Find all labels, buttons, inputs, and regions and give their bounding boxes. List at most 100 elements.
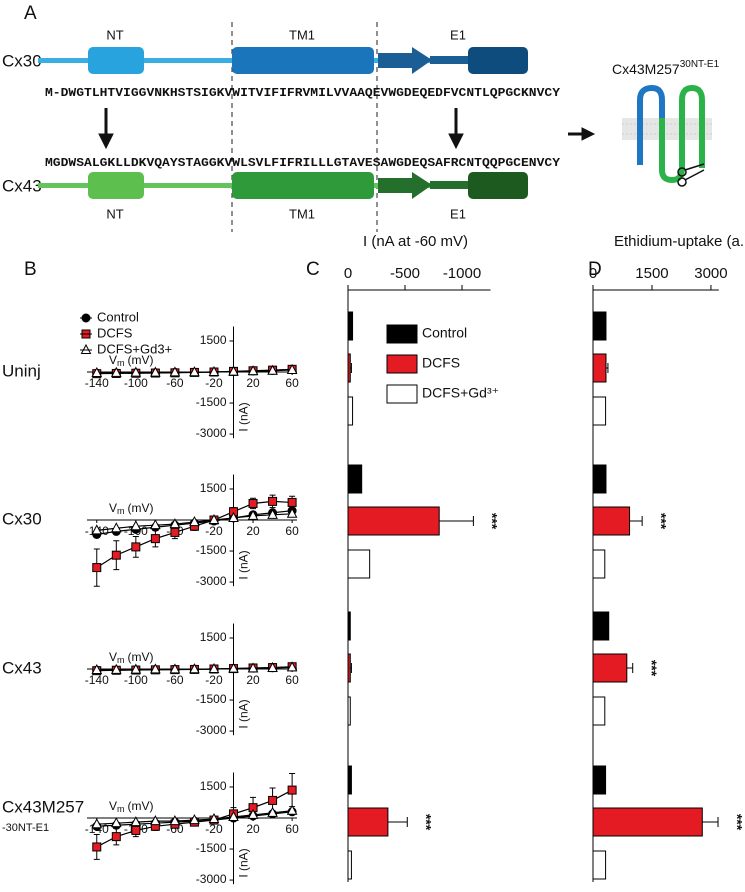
x-axis-label-main: V: [109, 353, 117, 367]
y-tick-label: -1500: [196, 395, 227, 409]
x-axis-label-unit: (mV): [128, 353, 154, 367]
domain-label: TM1: [289, 206, 315, 221]
legend-label: DCFS+Gd3+: [97, 341, 172, 356]
significance: ***: [644, 660, 660, 677]
marker: [130, 366, 142, 377]
x-axis-label: Vm (mV): [109, 501, 154, 516]
error-bar: [350, 363, 352, 373]
x-axis-label-unit: (mV): [128, 650, 154, 664]
construct-schematic: [622, 84, 712, 187]
marker: [247, 509, 259, 520]
row-label: Cx30: [2, 509, 42, 528]
x-axis-label: Vm (mV): [109, 353, 154, 368]
marker: [169, 663, 181, 674]
marker: [110, 366, 122, 377]
significance: ***: [653, 513, 669, 530]
marker: [247, 662, 259, 673]
bar: [592, 311, 607, 341]
construct-name-main: Cx43M257: [612, 61, 680, 77]
legend-label: Control: [422, 325, 467, 341]
error-bar: [350, 663, 352, 673]
y-tick-label: 1500: [200, 333, 227, 347]
panel-label: A: [24, 3, 37, 24]
marker: [110, 522, 122, 533]
bar: [592, 765, 607, 795]
x-tick-label: 20: [246, 822, 260, 836]
x-tick-label: 20: [246, 376, 260, 390]
marker: [110, 817, 122, 828]
error-bar: [702, 817, 719, 827]
axis-title: Ethidium-uptake (a.u): [614, 233, 745, 250]
x-tick-label: -500: [390, 265, 420, 282]
construct-name-sup: 30NT-E1: [680, 59, 720, 70]
row-label: Uninj: [2, 361, 41, 380]
marker: [267, 661, 278, 672]
marker: [150, 519, 161, 530]
bar: [592, 653, 628, 683]
y-axis-label: I (nA): [237, 550, 251, 579]
marker: [131, 542, 141, 552]
bar: [347, 653, 351, 683]
marker: [228, 662, 239, 673]
error-bar: [629, 516, 643, 526]
marker: [208, 812, 220, 824]
marker: [130, 520, 142, 531]
domain-label: E1: [450, 27, 466, 42]
error-bar: [439, 516, 474, 526]
x-tick-label: -100: [124, 673, 148, 687]
marker: [267, 364, 278, 375]
bar: [347, 396, 354, 426]
error-bar: [605, 363, 609, 373]
row-sublabel: -30NT-E1: [2, 822, 49, 834]
row-label: Cx43M257: [2, 797, 84, 816]
x-tick-label: 20: [246, 524, 260, 538]
marker: [286, 661, 298, 672]
domain-label: NT: [106, 27, 123, 42]
y-axis-label: I (nA): [237, 699, 251, 728]
y-tick-label: -3000: [196, 872, 227, 886]
sequence: MGDWSALGKLLDKVQAYSTAGGKVWLSVLFIFRILLLGTA…: [45, 156, 561, 170]
marker: [286, 804, 298, 815]
x-tick-label: 3000: [694, 265, 727, 282]
x-axis-label-main: V: [109, 650, 117, 664]
panel-label: D: [588, 259, 602, 280]
bar: [592, 396, 607, 426]
bar: [592, 506, 631, 536]
legend-label: Control: [97, 309, 139, 324]
bar: [592, 549, 606, 579]
marker: [111, 550, 121, 560]
marker: [92, 842, 102, 852]
y-axis-label: I (nA): [237, 848, 251, 877]
protein-name: Cx30: [2, 51, 42, 70]
x-tick-label: 60: [285, 376, 299, 390]
x-tick-label: -1000: [443, 265, 481, 282]
marker: [150, 534, 160, 544]
x-axis-label-main: V: [109, 799, 117, 813]
x-tick-label: -20: [205, 376, 223, 390]
x-tick-label: -20: [205, 822, 223, 836]
marker: [208, 513, 220, 525]
marker: [208, 662, 220, 674]
marker: [92, 563, 102, 573]
bar: [592, 807, 703, 837]
marker: [286, 363, 298, 374]
x-tick-label: 60: [285, 524, 299, 538]
error-bar: [387, 817, 408, 827]
y-tick-label: 1500: [200, 481, 227, 495]
legend-swatch: [386, 324, 418, 344]
bar: [592, 850, 607, 880]
y-axis-label: I (nA): [237, 402, 251, 431]
x-tick-label: -60: [166, 673, 184, 687]
y-tick-label: 1500: [200, 630, 227, 644]
x-tick-label: -100: [124, 376, 148, 390]
x-tick-label: 60: [285, 822, 299, 836]
marker: [91, 524, 103, 535]
significance: ***: [419, 814, 435, 831]
x-tick-label: -140: [85, 376, 109, 390]
marker: [91, 366, 103, 378]
x-tick-label: -60: [166, 376, 184, 390]
marker: [267, 508, 278, 519]
marker: [287, 497, 297, 507]
marker: [267, 806, 278, 817]
